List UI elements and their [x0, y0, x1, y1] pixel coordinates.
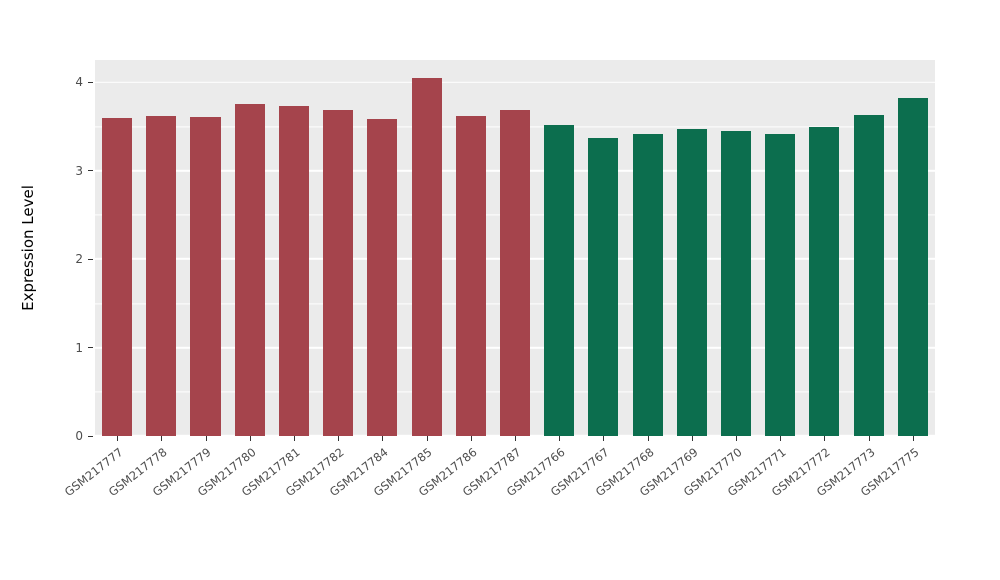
bar-slot [714, 60, 758, 436]
bar-slot [758, 60, 802, 436]
bar-GSM217768 [632, 134, 663, 436]
x-tick-mark [780, 436, 782, 441]
y-tick-label: 3 [75, 163, 83, 178]
bar-slot [891, 60, 935, 436]
bar-slot [449, 60, 493, 436]
x-tick-mark [249, 436, 251, 441]
x-slot: GSM217766 [504, 436, 581, 546]
x-slot: GSM217772 [769, 436, 846, 546]
bar-GSM217784 [367, 119, 398, 436]
x-slot: GSM217775 [858, 436, 935, 546]
bar-GSM217769 [676, 129, 707, 436]
y-tick-label: 2 [75, 252, 83, 267]
bar-slot [228, 60, 272, 436]
bar-GSM217777 [102, 117, 133, 436]
bar-slot [581, 60, 625, 436]
bar-slot [537, 60, 581, 436]
x-slot: GSM217780 [195, 436, 272, 546]
x-slot: GSM217770 [681, 436, 758, 546]
x-slot: GSM217778 [106, 436, 183, 546]
x-slot: GSM217779 [150, 436, 227, 546]
x-tick-mark [117, 436, 119, 441]
x-tick-mark [161, 436, 163, 441]
x-tick-mark [382, 436, 384, 441]
y-tick-mark [88, 81, 93, 83]
bar-GSM217771 [765, 134, 796, 436]
x-tick-mark [338, 436, 340, 441]
x-slot: GSM217769 [637, 436, 714, 546]
bar-GSM217779 [190, 116, 221, 436]
bar-GSM217782 [323, 110, 354, 436]
bars-container [95, 60, 935, 436]
bar-GSM217772 [809, 127, 840, 436]
x-tick-mark [647, 436, 649, 441]
x-tick-mark [559, 436, 561, 441]
y-tick-mark [88, 347, 93, 349]
y-tick-mark [88, 170, 93, 172]
bar-GSM217767 [588, 137, 619, 436]
bar-slot [360, 60, 404, 436]
bar-slot [183, 60, 227, 436]
y-tick-mark [88, 435, 93, 437]
bar-slot [316, 60, 360, 436]
y-tick-label: 1 [75, 340, 83, 355]
bar-GSM217787 [499, 110, 530, 436]
x-slot: GSM217781 [239, 436, 316, 546]
x-slot: GSM217787 [460, 436, 537, 546]
y-tick-mark [88, 258, 93, 260]
y-tick-label: 4 [75, 75, 83, 90]
x-axis: GSM217777 GSM217778 GSM217779 GSM217780 GSM2… [62, 436, 935, 546]
bar-slot [272, 60, 316, 436]
x-tick-mark [470, 436, 472, 441]
bar-slot [493, 60, 537, 436]
bar-GSM217775 [897, 98, 928, 436]
x-tick-mark [205, 436, 207, 441]
bar-GSM217778 [146, 115, 177, 436]
x-slot: GSM217784 [327, 436, 404, 546]
bar-GSM217785 [411, 77, 442, 436]
x-slot: GSM217786 [416, 436, 493, 546]
x-tick-mark [603, 436, 605, 441]
bar-slot [139, 60, 183, 436]
bar-slot [625, 60, 669, 436]
y-tick-label: 0 [75, 429, 83, 443]
x-slot: GSM217777 [62, 436, 139, 546]
x-tick-mark [735, 436, 737, 441]
x-slot: GSM217785 [371, 436, 448, 546]
x-slot: GSM217768 [592, 436, 669, 546]
bar-GSM217786 [455, 115, 486, 436]
x-tick-mark [868, 436, 870, 441]
x-tick-mark [912, 436, 914, 441]
x-tick-mark [824, 436, 826, 441]
x-tick-mark [691, 436, 693, 441]
bar-slot [670, 60, 714, 436]
x-slot: GSM217773 [813, 436, 890, 546]
bar-slot [404, 60, 448, 436]
x-tick-mark [293, 436, 295, 441]
y-axis: 0 1 2 3 4 [0, 60, 95, 443]
x-slot: GSM217767 [548, 436, 625, 546]
bar-GSM217773 [853, 114, 884, 436]
bar-slot [95, 60, 139, 436]
bar-GSM217766 [544, 124, 575, 436]
x-tick-mark [514, 436, 516, 441]
x-slot: GSM217782 [283, 436, 360, 546]
bar-slot [846, 60, 890, 436]
x-slot: GSM217771 [725, 436, 802, 546]
bar-slot [802, 60, 846, 436]
plot-panel [95, 60, 935, 437]
gridline-major [95, 81, 935, 83]
x-tick-mark [426, 436, 428, 441]
bar-GSM217770 [720, 130, 751, 436]
bar-GSM217780 [234, 104, 265, 436]
bar-GSM217781 [278, 106, 309, 436]
